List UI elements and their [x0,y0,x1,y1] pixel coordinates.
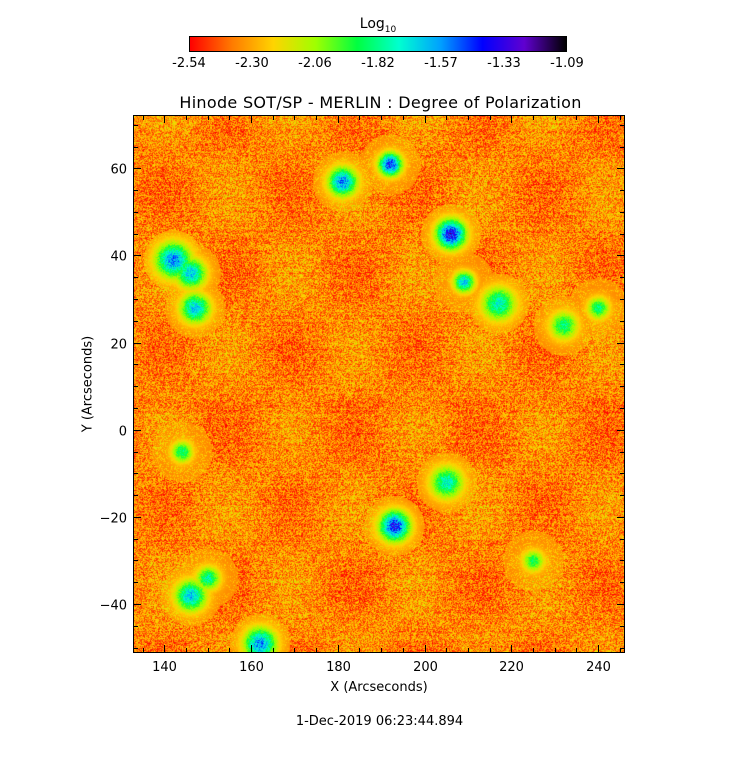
colorbar-tick: -1.57 [424,56,458,71]
x-tick-label: 160 [239,660,264,675]
plot-title: Hinode SOT/SP - MERLIN : Degree of Polar… [179,93,582,112]
x-tick-label: 200 [413,660,438,675]
colorbar-tick: -1.82 [361,56,395,71]
y-tick-label: 40 [110,250,127,265]
colorbar-tick: -2.54 [172,56,206,71]
colorbar-title: Log10 [359,16,397,35]
y-tick-label: −20 [100,512,127,527]
y-tick-label: −40 [100,599,127,614]
x-axis-label: X (Arcseconds) [330,680,428,695]
x-tick-label: 220 [499,660,524,675]
y-tick-label: 20 [110,338,127,353]
colorbar-tick: -2.06 [298,56,332,71]
colorbar-tick: -2.30 [235,56,269,71]
polarization-map [133,115,625,653]
colorbar-tick: -1.09 [550,56,584,71]
x-tick-label: 240 [586,660,611,675]
y-tick-label: 60 [110,163,127,178]
colorbar-tick: -1.33 [487,56,521,71]
x-tick-label: 180 [326,660,351,675]
colorbar-gradient [189,36,567,52]
heatmap-canvas [134,116,624,652]
timestamp: 1-Dec-2019 06:23:44.894 [295,714,464,729]
x-tick-label: 140 [152,660,177,675]
y-tick-label: 0 [119,425,127,440]
y-axis-label: Y (Arcseconds) [80,335,96,433]
